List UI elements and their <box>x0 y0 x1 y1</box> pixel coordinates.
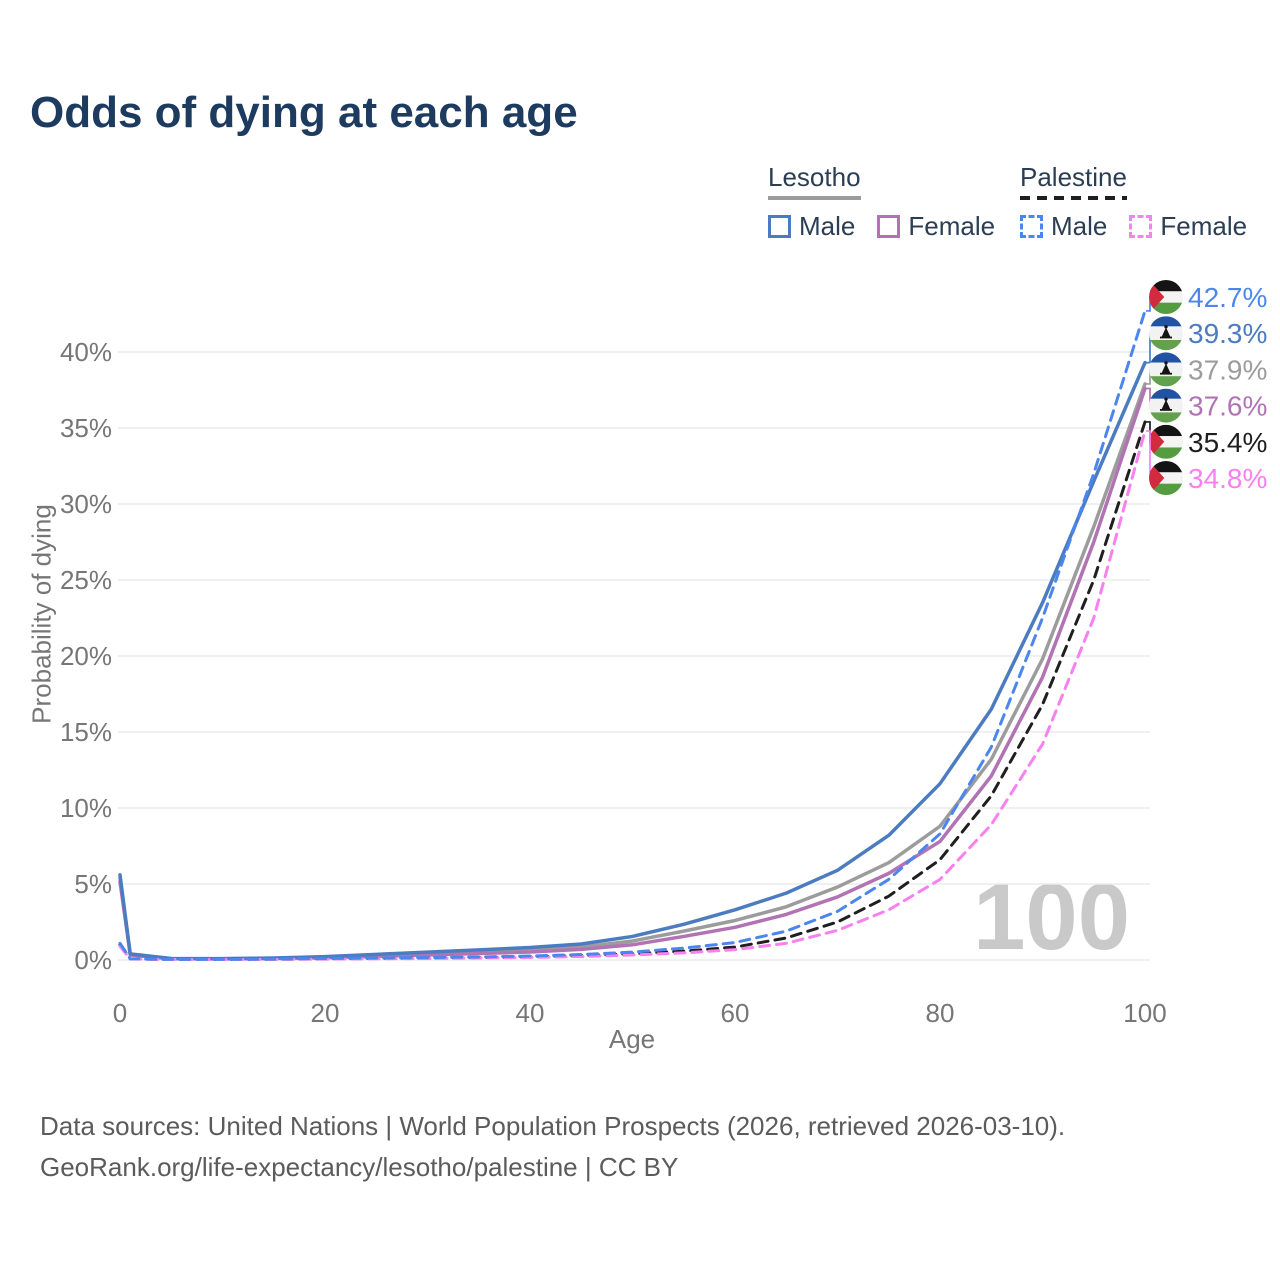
series-line-lesotho-male[interactable] <box>118 360 1147 961</box>
y-tick-label: 30% <box>60 489 112 519</box>
flag-icon-palestine <box>1149 461 1183 495</box>
y-tick-label: 10% <box>60 793 112 823</box>
x-tick-label: 20 <box>311 998 340 1028</box>
end-label-value-lesotho-female: 37.6% <box>1188 391 1267 422</box>
x-axis-label: Age <box>608 1024 656 1054</box>
series-line-palestine-total[interactable] <box>118 420 1147 961</box>
end-label-value-palestine-male: 42.7% <box>1188 282 1267 313</box>
legend-line-sample-palestine <box>1020 196 1127 200</box>
legend-swatch-palestine-female[interactable] <box>1129 215 1153 238</box>
flag-icon-lesotho <box>1149 316 1183 351</box>
series-line-lesotho-female[interactable] <box>118 386 1147 961</box>
page-title: Odds of dying at each age <box>30 88 578 137</box>
y-tick-label: 15% <box>60 717 112 747</box>
x-tick-label: 60 <box>721 998 750 1028</box>
y-tick-label: 0% <box>74 945 112 975</box>
age-watermark: 100 <box>973 864 1130 969</box>
series-line-lesotho-total[interactable] <box>118 382 1147 961</box>
end-label-value-lesotho-total: 37.9% <box>1188 354 1267 385</box>
legend-label-lesotho-male[interactable]: Male <box>799 211 856 241</box>
legend-title-palestine[interactable]: Palestine <box>1020 162 1127 192</box>
series-line-palestine-female[interactable] <box>118 429 1147 962</box>
x-tick-label: 80 <box>926 998 955 1028</box>
end-label-value-lesotho-male: 39.3% <box>1188 318 1267 349</box>
flag-icon-lesotho <box>1149 352 1183 387</box>
end-label-value-palestine-female: 34.8% <box>1188 463 1267 494</box>
footer-data-sources: Data sources: United Nations | World Pop… <box>40 1111 1066 1141</box>
x-tick-label: 40 <box>516 998 545 1028</box>
legend-group-lesotho: Lesotho Male Female <box>768 162 1009 242</box>
y-tick-label: 25% <box>60 565 112 595</box>
legend-label-palestine-male[interactable]: Male <box>1051 211 1108 241</box>
footer: Data sources: United Nations | World Pop… <box>40 1106 1065 1188</box>
legend-label-lesotho-female[interactable]: Female <box>908 211 996 241</box>
flag-icon-palestine <box>1149 424 1183 459</box>
x-tick-label: 100 <box>1123 998 1166 1028</box>
legend-swatch-lesotho-female[interactable] <box>877 215 901 238</box>
y-tick-label: 40% <box>60 337 112 367</box>
legend-swatch-lesotho-male[interactable] <box>768 215 791 238</box>
flag-icon-lesotho <box>1149 388 1183 423</box>
y-tick-label: 35% <box>60 413 112 443</box>
legend-line-sample-lesotho <box>768 196 861 200</box>
legend-swatch-palestine-male[interactable] <box>1020 215 1043 238</box>
legend-title-lesotho[interactable]: Lesotho <box>768 162 861 192</box>
footer-attribution-link[interactable]: GeoRank.org/life-expectancy/lesotho/pale… <box>40 1152 679 1182</box>
y-tick-label: 5% <box>74 869 112 899</box>
x-tick-label: 0 <box>113 998 127 1028</box>
end-label-value-palestine-total: 35.4% <box>1188 427 1267 458</box>
y-axis-label: Probability of dying <box>26 504 57 724</box>
y-tick-label: 20% <box>60 641 112 671</box>
series-line-palestine-male[interactable] <box>118 309 1147 961</box>
flag-icon-palestine <box>1149 280 1183 314</box>
legend-label-palestine-female[interactable]: Female <box>1160 211 1248 241</box>
legend-group-palestine: Palestine Male Female <box>1020 162 1261 242</box>
